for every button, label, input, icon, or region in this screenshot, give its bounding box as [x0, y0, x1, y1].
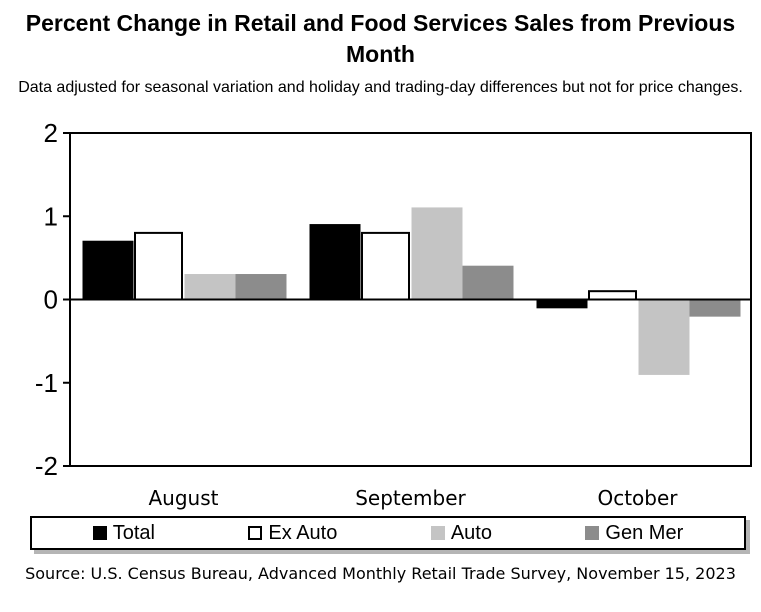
legend-swatch	[248, 526, 263, 540]
bar-auto-september	[411, 207, 463, 300]
bar-total-september	[309, 224, 361, 300]
y-tick-label: 1	[44, 201, 58, 231]
bar-ex-auto-september	[361, 231, 410, 301]
bar-gen-mer-august	[235, 274, 287, 300]
y-tick-label: -1	[35, 368, 58, 398]
legend-label: Total	[112, 521, 155, 544]
legend-label: Auto	[450, 521, 492, 544]
bar-total-august	[82, 240, 134, 301]
legend-swatch	[430, 526, 445, 540]
legend-swatch	[92, 526, 107, 540]
bar-gen-mer-september	[462, 265, 514, 301]
bar-total-october	[536, 299, 588, 309]
legend-label: Gen Mer	[605, 521, 684, 544]
y-tick-label: 0	[44, 285, 58, 315]
chart-subtitle: Data adjusted for seasonal variation and…	[18, 79, 743, 96]
legend-item-auto: Auto	[430, 521, 492, 545]
legend-item-ex-auto: Ex Auto	[248, 522, 337, 545]
chart-legend: Total Ex Auto Auto Gen Mer	[30, 516, 746, 550]
bar-ex-auto-october	[588, 290, 637, 301]
x-category-label: August	[149, 486, 219, 510]
legend-item-gen-mer: Gen Mer	[585, 522, 683, 545]
bar-gen-mer-october	[689, 299, 741, 317]
y-tick-label: -2	[35, 451, 58, 481]
y-tick-label: 2	[44, 118, 58, 148]
chart-title: Percent Change in Retail and Food Servic…	[25, 10, 736, 67]
legend-swatch	[585, 526, 600, 540]
x-category-label: September	[355, 486, 466, 510]
chart-source: Source: U.S. Census Bureau, Advanced Mon…	[25, 564, 736, 583]
x-category-label: October	[597, 486, 678, 510]
bar-auto-october	[638, 299, 690, 375]
legend-label: Ex Auto	[268, 521, 338, 544]
bar-ex-auto-august	[134, 231, 183, 301]
bar-auto-august	[184, 274, 236, 300]
legend-item-total: Total	[92, 521, 155, 545]
